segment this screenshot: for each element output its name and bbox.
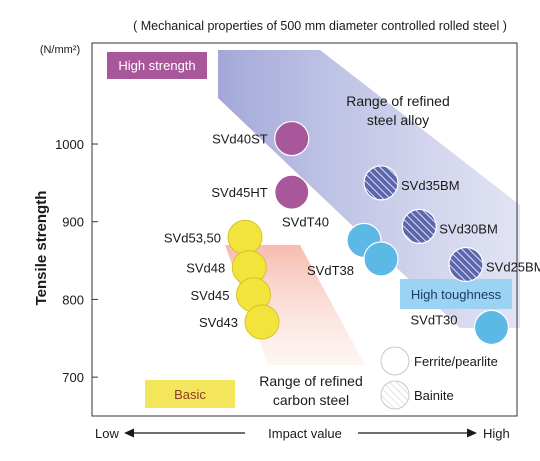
x-low-label: Low xyxy=(95,426,119,441)
y-tick-label: 700 xyxy=(62,370,84,385)
x-high-label: High xyxy=(483,426,510,441)
high-toughness-badge-box xyxy=(400,279,512,309)
basic-badge: Basic xyxy=(174,387,206,402)
plot-frame xyxy=(91,42,518,417)
legend-bainite-marker xyxy=(380,380,410,410)
high-toughness-badge: High toughness xyxy=(411,287,502,302)
point-label-svd25bm: SVd25BM xyxy=(486,259,540,274)
x-arrow-right-head xyxy=(467,428,477,438)
point-svdt30 xyxy=(473,309,510,346)
point-label-svd45ht: SVd45HT xyxy=(211,185,267,200)
legend: Ferrite/pearlite Bainite xyxy=(380,346,498,410)
legend-ferrite-label: Ferrite/pearlite xyxy=(414,354,498,369)
point-svd40st xyxy=(274,120,310,157)
x-arrow-left-head xyxy=(124,428,134,438)
point-svdt38 xyxy=(363,241,399,277)
high-strength-badge: High strength xyxy=(118,58,195,73)
point-label-svd53-50: SVd53,50 xyxy=(164,230,221,245)
point-hatch-svd25bm xyxy=(449,247,483,282)
point-label-svd40st: SVd40ST xyxy=(212,132,268,147)
point-svd45ht xyxy=(274,174,310,210)
chart-title: ( Mechanical properties of 500 mm diamet… xyxy=(133,19,507,33)
point-label-svd35bm: SVd35BM xyxy=(401,178,460,193)
y-tick-label: 900 xyxy=(62,215,84,230)
y-axis-title: Tensile strength xyxy=(33,191,50,306)
carbon-region-label: Range of refined carbon steel xyxy=(259,373,363,408)
point-label-svd48: SVd48 xyxy=(186,261,225,276)
point-hatch-svd30bm xyxy=(402,209,437,244)
point-svd53-50 xyxy=(227,219,263,255)
point-label-svd30bm: SVd30BM xyxy=(439,221,498,236)
x-axis-title: Impact value xyxy=(268,426,342,441)
point-label-svdt40: SVdT40 xyxy=(282,214,329,229)
point-label-svd43: SVd43 xyxy=(199,315,238,330)
y-unit-label: (N/mm²) xyxy=(40,44,80,56)
legend-ferrite-marker xyxy=(380,346,410,376)
data-points: SVd40ST SVd45HT SVd35BM SVd30BM SVd25BM SVdT4… xyxy=(164,120,540,346)
high-strength-badge-box xyxy=(107,52,207,79)
alloy-region-label: Range of refined steel alloy xyxy=(346,93,450,128)
point-label-svdt30: SVdT30 xyxy=(411,312,458,327)
y-ticks: 700 800 900 1000 xyxy=(55,137,98,385)
point-label-svd45: SVd45 xyxy=(190,288,229,303)
point-svd43 xyxy=(244,304,280,340)
point-hatch-svd35bm xyxy=(364,165,398,200)
basic-badge-box xyxy=(145,380,235,408)
point-label-svdt38: SVdT38 xyxy=(307,263,354,278)
y-tick-label: 1000 xyxy=(55,137,84,152)
legend-bainite-label: Bainite xyxy=(414,388,454,403)
y-tick-label: 800 xyxy=(62,292,84,307)
